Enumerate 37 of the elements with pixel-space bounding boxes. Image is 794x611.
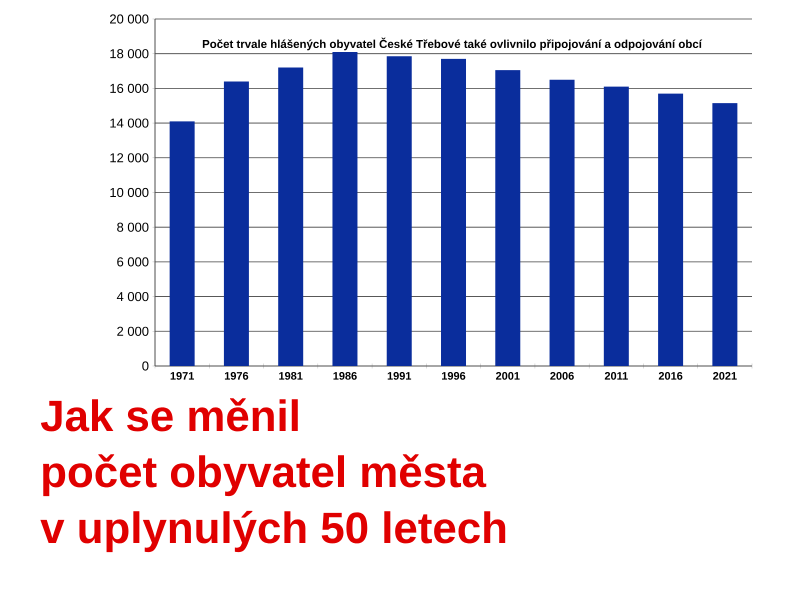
bar [278, 68, 304, 366]
x-tick-label: 2021 [713, 372, 737, 380]
x-tick-label: 1976 [224, 372, 248, 380]
bar [224, 81, 249, 366]
y-tick-label: 12 000 [110, 153, 148, 162]
bar [495, 70, 520, 366]
bar [604, 86, 629, 366]
bar [441, 58, 466, 366]
x-tick-label: 2016 [658, 372, 682, 380]
x-tick-label: 1991 [388, 372, 412, 380]
text: Počet trvale hlášených obyvatel České Třebové také ovlivnilo připojování a odpojování obcí [202, 38, 702, 50]
x-tick-label: 2006 [550, 372, 574, 380]
bar [332, 52, 358, 366]
y-tick-label: 8 000 [117, 222, 148, 232]
bar [712, 103, 738, 366]
text: v uplynulých 50 letech [40, 510, 506, 552]
y-tick-label: 0 [142, 361, 148, 371]
y-tick-label: 20 000 [110, 14, 148, 24]
bar [386, 56, 412, 366]
x-tick-label: 1996 [442, 372, 466, 380]
y-tick-label: 10 000 [110, 188, 148, 198]
text: Jak se měnil [40, 398, 298, 432]
y-tick-label: 16 000 [110, 84, 148, 93]
y-tick-label: 2 000 [117, 326, 148, 336]
x-tick-label: 1986 [333, 372, 357, 380]
y-tick-label: 18 000 [110, 49, 148, 58]
bar [550, 80, 575, 366]
x-tick-label: 1981 [279, 372, 303, 380]
bar [658, 94, 684, 366]
x-tick-label: 2011 [604, 372, 628, 380]
text: počet obyvatel města [43, 454, 486, 496]
y-tick-label: 6 000 [117, 257, 148, 266]
x-tick-label: 2001 [496, 372, 520, 380]
bar [170, 121, 195, 366]
x-tick-label: 1971 [170, 372, 194, 380]
y-tick-label: 4 000 [116, 292, 148, 302]
y-tick-label: 14 000 [110, 118, 148, 128]
